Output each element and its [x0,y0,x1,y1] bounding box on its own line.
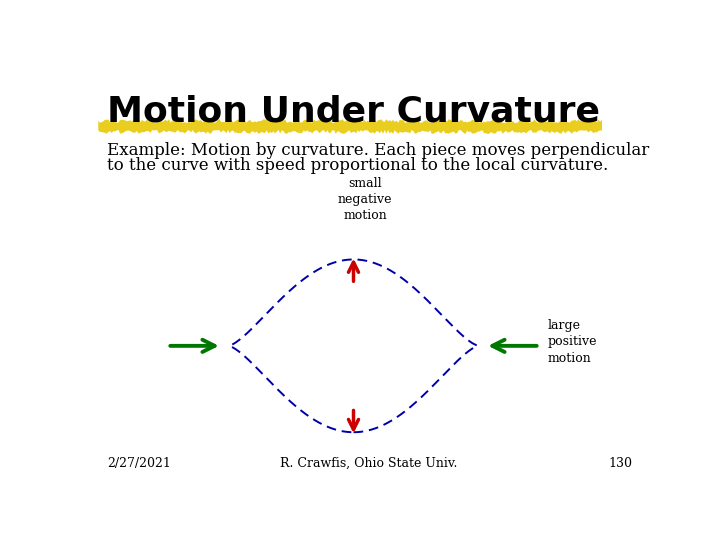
Text: small
negative
motion: small negative motion [338,178,392,222]
Text: large
positive
motion: large positive motion [547,320,597,365]
Text: to the curve with speed proportional to the local curvature.: to the curve with speed proportional to … [107,157,608,174]
Text: R. Crawfis, Ohio State Univ.: R. Crawfis, Ohio State Univ. [280,457,458,470]
Text: 2/27/2021: 2/27/2021 [107,457,171,470]
Text: Motion Under Curvature: Motion Under Curvature [107,94,600,128]
Text: Example: Motion by curvature. Each piece moves perpendicular: Example: Motion by curvature. Each piece… [107,142,649,159]
Text: 130: 130 [608,457,632,470]
